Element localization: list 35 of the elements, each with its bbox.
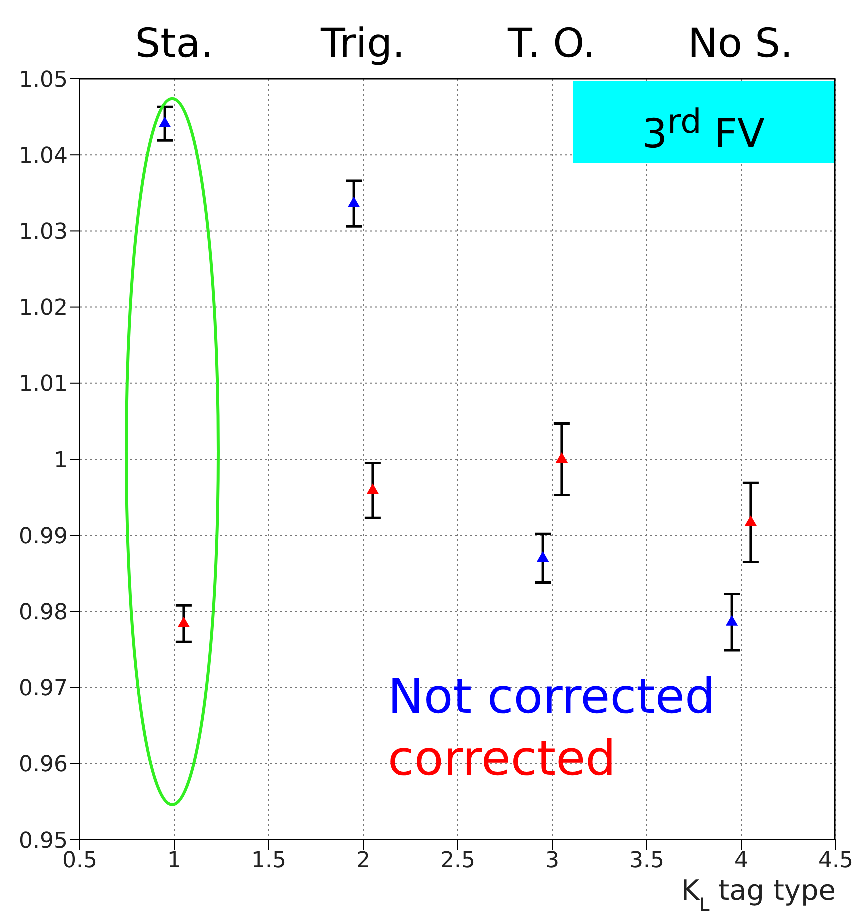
x-axis-title: K$_{L}$ tag type [681,874,836,916]
point [556,452,568,464]
x-tick-label: 4 [734,848,748,874]
x-tick-label: 2 [356,848,370,874]
x-tick-label: 4.5 [818,848,854,874]
point [178,616,190,628]
point [158,116,172,128]
x-tick-label: 3.5 [630,848,664,874]
y-tick-label: 0.98 [19,600,68,626]
y-tick-label: 1.05 [19,68,68,93]
y-tick-label: 0.99 [19,524,68,550]
y-tick-label: 1.03 [19,220,68,246]
x-tick-label: 2.5 [440,848,476,874]
text: No S. [688,21,794,67]
text: corrected [388,730,618,789]
x-tick-label: 3 [546,848,560,874]
y-tick-label: 1.04 [19,144,68,169]
point [726,615,738,626]
y-tick-label: 0.96 [19,752,68,778]
text: Trig. [320,21,406,67]
x-tick-label: 1.5 [252,848,286,874]
x-tick-label: 0.5 [62,848,98,874]
point [536,551,550,562]
point [744,516,758,526]
y-tick-label: 0.97 [19,676,68,702]
y-tick-label: 1 [54,448,68,474]
text: T. O. [507,21,596,67]
y-tick-label: 1.02 [19,296,68,322]
point [366,484,380,494]
x-tick-label: 1 [168,848,182,874]
series-label: Not corrected [388,668,716,727]
text: Sta. [135,21,214,67]
y-tick-label: 1.01 [19,372,68,398]
text-box: 3$^{rd}$ FV [573,81,834,163]
point [348,196,360,208]
